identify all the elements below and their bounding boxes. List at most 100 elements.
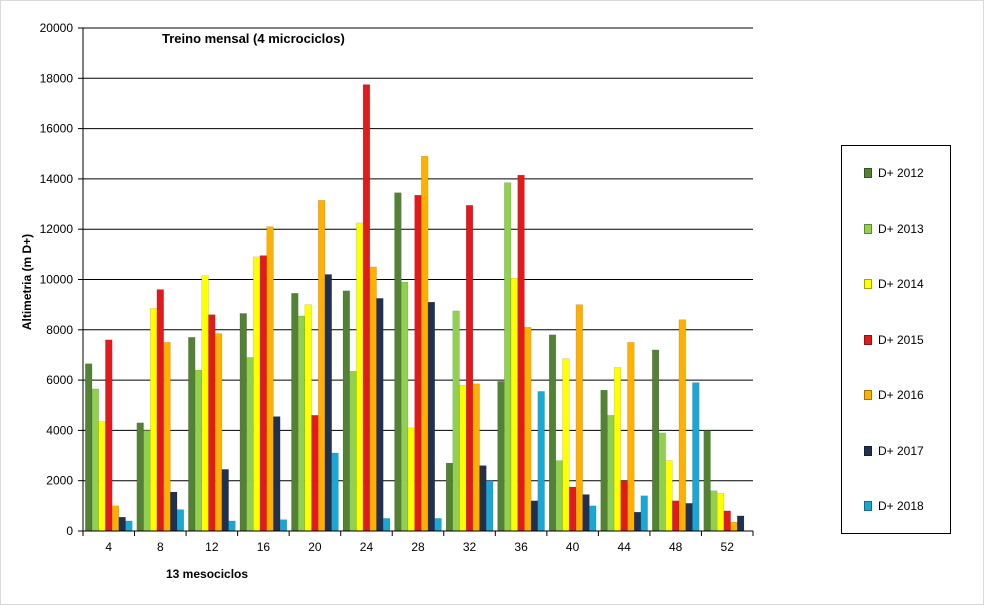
bar bbox=[414, 195, 422, 532]
axes bbox=[82, 28, 754, 536]
legend-label: D+ 2014 bbox=[878, 277, 924, 291]
legend-item: D+ 2017 bbox=[864, 444, 924, 458]
bar bbox=[479, 465, 487, 532]
x-axis-title: 13 mesociclos bbox=[166, 567, 248, 581]
bar bbox=[692, 382, 700, 532]
legend-item: D+ 2015 bbox=[864, 333, 924, 347]
bar bbox=[304, 304, 312, 532]
legend-swatch bbox=[864, 168, 872, 178]
bar bbox=[652, 349, 660, 532]
bar bbox=[634, 511, 642, 532]
bar bbox=[318, 200, 326, 532]
legend-item: D+ 2016 bbox=[864, 388, 924, 402]
bar bbox=[548, 334, 557, 532]
bar bbox=[376, 298, 384, 532]
bar bbox=[600, 389, 608, 532]
x-tick-label: 52 bbox=[721, 540, 735, 554]
bar bbox=[407, 427, 415, 532]
bar bbox=[472, 383, 480, 532]
bar bbox=[401, 281, 409, 532]
bar bbox=[562, 358, 570, 532]
legend-item: D+ 2018 bbox=[864, 499, 924, 513]
bar bbox=[201, 275, 209, 532]
bar bbox=[710, 490, 718, 532]
y-tick-label: 10000 bbox=[40, 273, 74, 287]
x-tick-label: 48 bbox=[669, 540, 683, 554]
bar bbox=[445, 462, 453, 532]
y-tick-label: 0 bbox=[66, 524, 73, 538]
bar bbox=[176, 509, 184, 532]
bar bbox=[349, 371, 357, 532]
bar bbox=[118, 516, 126, 532]
bar bbox=[239, 313, 247, 532]
bar bbox=[497, 381, 505, 532]
bar bbox=[504, 182, 512, 532]
bar bbox=[297, 315, 306, 532]
y-tick-label: 8000 bbox=[46, 323, 73, 337]
bar bbox=[331, 452, 339, 532]
chart-title: Treino mensal (4 microciclos) bbox=[162, 31, 345, 46]
bar bbox=[613, 367, 622, 532]
bar bbox=[723, 510, 731, 532]
bar bbox=[291, 293, 299, 532]
bar bbox=[640, 495, 648, 532]
bar bbox=[737, 515, 745, 532]
bar bbox=[362, 84, 371, 532]
bar bbox=[246, 357, 254, 532]
bar bbox=[91, 388, 99, 532]
bar bbox=[452, 310, 460, 532]
y-tick-label: 12000 bbox=[40, 222, 74, 236]
bar bbox=[105, 339, 113, 532]
bar bbox=[214, 333, 223, 532]
bar bbox=[156, 289, 164, 532]
legend-label: D+ 2016 bbox=[878, 388, 924, 402]
bar bbox=[678, 319, 686, 532]
legend-swatch bbox=[864, 501, 872, 511]
bar bbox=[685, 503, 693, 532]
bar bbox=[510, 278, 518, 532]
x-tick-label: 28 bbox=[411, 540, 425, 554]
x-tick-label: 8 bbox=[157, 540, 164, 554]
x-tick-label: 4 bbox=[105, 540, 112, 554]
bar bbox=[273, 416, 281, 532]
x-tick-label: 16 bbox=[257, 540, 271, 554]
y-axis-title: Altimetria (m D+) bbox=[20, 234, 34, 330]
bar bbox=[143, 430, 151, 532]
bar bbox=[582, 494, 590, 532]
bar bbox=[434, 518, 442, 532]
legend-swatch bbox=[864, 279, 872, 289]
bar bbox=[356, 222, 364, 532]
legend-item: D+ 2013 bbox=[864, 222, 924, 236]
bar bbox=[150, 308, 158, 532]
bar bbox=[465, 205, 474, 532]
bar bbox=[524, 327, 532, 532]
bar bbox=[427, 301, 435, 532]
bar bbox=[369, 266, 377, 532]
legend-swatch bbox=[864, 223, 872, 234]
bar bbox=[555, 460, 563, 532]
bar bbox=[85, 363, 93, 532]
x-tick-label: 24 bbox=[360, 540, 374, 554]
bar bbox=[703, 430, 711, 532]
bar bbox=[537, 391, 545, 532]
x-tick-label: 32 bbox=[463, 540, 477, 554]
y-tick-label: 18000 bbox=[40, 71, 74, 85]
bar bbox=[208, 314, 216, 532]
y-tick-label: 6000 bbox=[46, 373, 73, 387]
bar bbox=[125, 520, 133, 532]
bars bbox=[85, 84, 745, 532]
y-tick-label: 14000 bbox=[40, 172, 74, 186]
bar bbox=[589, 505, 597, 532]
bar bbox=[658, 432, 666, 532]
x-tick-label: 44 bbox=[617, 540, 631, 554]
bar bbox=[188, 337, 196, 532]
x-tick-label: 12 bbox=[205, 540, 219, 554]
bar bbox=[163, 342, 171, 532]
bar bbox=[607, 415, 615, 532]
bar bbox=[253, 256, 261, 532]
bar bbox=[517, 174, 525, 532]
legend-swatch bbox=[864, 334, 872, 345]
bar bbox=[665, 460, 673, 532]
bar bbox=[324, 274, 332, 532]
